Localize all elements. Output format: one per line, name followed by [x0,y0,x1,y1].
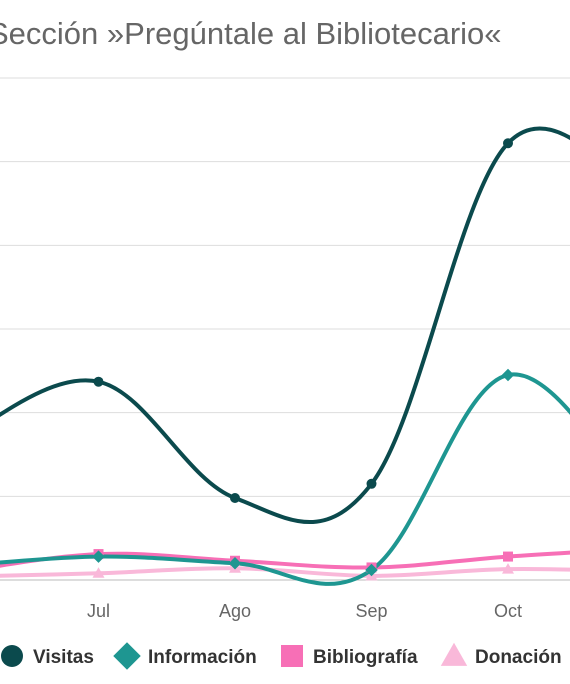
legend-item-bibliografia[interactable]: Bibliografía [281,645,418,668]
legend-item-donacion[interactable]: Donación [440,642,562,668]
data-point-informacion [501,368,515,382]
x-tick-label: Sep [355,601,387,621]
data-point-informacion [228,557,242,570]
legend-marker-informacion [113,642,141,670]
legend-marker-bibliografia [281,645,303,667]
legend-label: Visitas [33,647,94,668]
gridlines [0,77,570,581]
legend-marker-donacion [440,642,468,666]
data-point-visitas [503,138,513,149]
legend-label: Información [148,647,257,668]
legend-label: Donación [475,647,562,668]
series-line-donacion [0,566,570,578]
x-tick-label: Jul [87,601,110,621]
chart-title: Sección »Pregúntale al Bibliotecario« [0,16,502,51]
x-tick-label: Oct [494,601,522,621]
data-point-donacion [92,567,105,578]
legend-item-informacion[interactable]: Información [113,642,257,670]
legend: Visitas Información Bibliografía Donación [1,642,562,670]
legend-item-visitas[interactable]: Visitas [1,645,94,668]
data-point-visitas [230,493,240,504]
data-point-informacion [365,563,378,577]
series-lines [0,126,570,586]
x-axis: Jul Ago Sep Oct [87,601,522,621]
series-line-informacion [0,372,570,586]
data-point-visitas [366,478,377,489]
series-line-visitas [0,126,570,524]
x-tick-label: Ago [219,601,251,621]
data-points [92,138,515,581]
data-point-bibliografia [503,551,513,562]
data-point-informacion [92,550,105,563]
data-point-visitas [93,376,104,387]
data-point-donacion [502,563,514,574]
legend-marker-visitas [1,645,23,667]
legend-label: Bibliografía [313,647,418,668]
